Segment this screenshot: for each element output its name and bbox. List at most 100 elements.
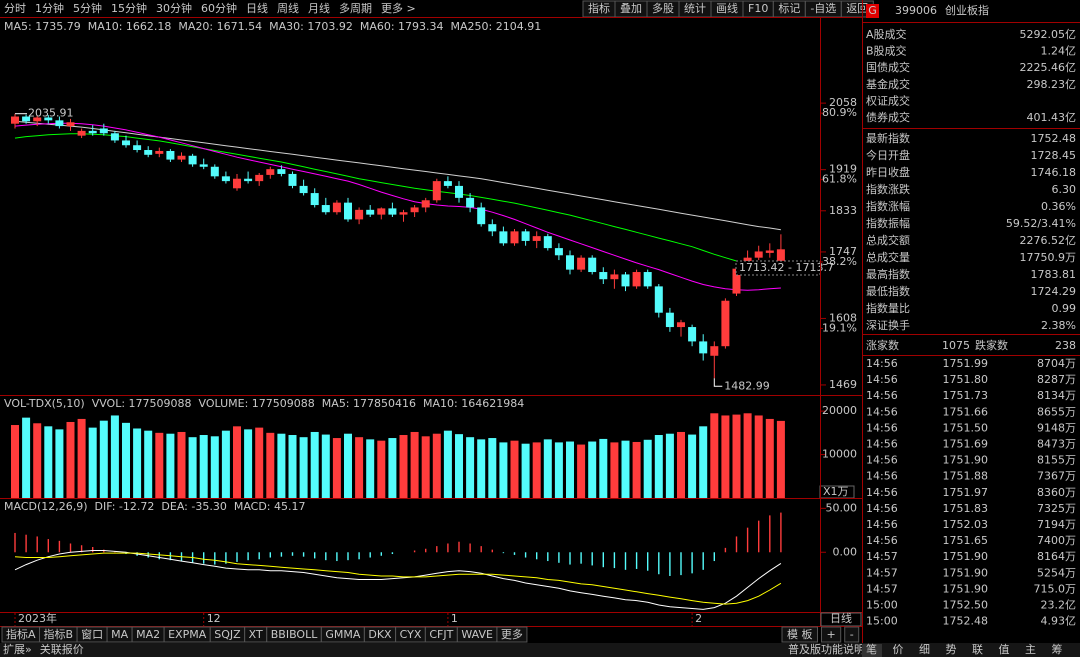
axis-tick-label: 50.00 bbox=[826, 501, 858, 514]
status-link[interactable]: 扩展» bbox=[3, 642, 32, 656]
period-tab[interactable]: 分时 bbox=[4, 2, 26, 15]
template-button[interactable] bbox=[844, 626, 860, 643]
volume-bar bbox=[321, 434, 330, 498]
tick-time: 14:57 bbox=[866, 550, 898, 563]
stat-label: 指数涨跌 bbox=[866, 182, 910, 196]
volume-bar bbox=[44, 426, 53, 498]
tick-time: 14:56 bbox=[866, 454, 898, 467]
volume-bar bbox=[610, 442, 619, 498]
toolbar-button-label[interactable]: 叠加 bbox=[620, 2, 642, 15]
indicator-tab-label[interactable]: 更多 bbox=[501, 627, 523, 641]
template-button-label[interactable]: 模 板 bbox=[787, 627, 813, 641]
period-tab[interactable]: 30分钟 bbox=[156, 1, 192, 15]
status-button[interactable]: 联 bbox=[972, 643, 983, 656]
stat-value: 1746.18 bbox=[1031, 166, 1077, 179]
status-button[interactable]: 值 bbox=[999, 643, 1010, 656]
indicator-tab-label[interactable]: 窗口 bbox=[81, 627, 103, 641]
legend-entry: MA30: 1703.92 bbox=[269, 20, 353, 33]
candle-body bbox=[421, 200, 430, 208]
tick-price: 1751.65 bbox=[943, 534, 989, 547]
indicator-tab-label[interactable]: MA bbox=[111, 628, 128, 641]
period-tab[interactable]: 1分钟 bbox=[35, 1, 64, 15]
status-button[interactable]: 筹 bbox=[1052, 642, 1063, 656]
status-button[interactable]: 价 bbox=[893, 643, 904, 656]
time-label: 1 bbox=[451, 612, 458, 625]
toolbar-button-label[interactable]: 标记 bbox=[778, 1, 800, 15]
tick-time: 14:56 bbox=[866, 373, 898, 386]
tick-volume: 8134万 bbox=[1037, 389, 1076, 402]
toolbar-button-label[interactable]: 多股 bbox=[652, 1, 674, 15]
template-button[interactable] bbox=[821, 626, 842, 643]
indicator-tab-label[interactable]: MA2 bbox=[136, 628, 160, 641]
toolbar-button-label[interactable]: 统计 bbox=[684, 2, 706, 15]
indicator-tab-label[interactable]: EXPMA bbox=[168, 628, 207, 641]
indicator-tab-label[interactable]: CYX bbox=[400, 628, 422, 641]
badge: G bbox=[868, 4, 877, 17]
indicator-tab-label[interactable]: SQJZ bbox=[214, 628, 241, 641]
stat-label: 深证换手 bbox=[866, 318, 910, 332]
tick-price: 1752.48 bbox=[943, 615, 989, 628]
template-button-label[interactable]: - bbox=[850, 628, 854, 641]
stat-value: 0.99 bbox=[1052, 302, 1077, 315]
status-button[interactable]: 细 bbox=[919, 643, 930, 656]
status-title[interactable]: 普及版功能说明 bbox=[788, 642, 865, 656]
period-tab[interactable]: 月线 bbox=[308, 1, 330, 15]
status-button[interactable]: 主 bbox=[1025, 643, 1036, 656]
period-tab[interactable]: 60分钟 bbox=[201, 1, 237, 15]
period-tab[interactable]: 周线 bbox=[277, 1, 299, 15]
period-tab[interactable]: 多周期 bbox=[339, 1, 372, 15]
candle-body bbox=[188, 155, 197, 165]
stat-label: 今日开盘 bbox=[866, 148, 910, 162]
indicator-line bbox=[14, 122, 781, 291]
tick-price: 1751.73 bbox=[943, 389, 989, 402]
stat-label: 指数振幅 bbox=[866, 216, 910, 230]
volume-bar bbox=[188, 437, 197, 498]
indicator-tab-label[interactable]: 指标A bbox=[6, 627, 36, 641]
period-tab[interactable]: 5分钟 bbox=[73, 1, 102, 15]
candle-body bbox=[310, 193, 319, 206]
toolbar-button-label[interactable]: 指标 bbox=[588, 1, 610, 15]
candle-body bbox=[632, 272, 641, 287]
stat-label: 昨日收盘 bbox=[866, 165, 910, 179]
legend-entry: DIF: -12.72 bbox=[95, 500, 155, 513]
indicator-tab-label[interactable]: 指标B bbox=[44, 627, 74, 641]
indicator-tab-label[interactable]: XT bbox=[249, 628, 263, 641]
candle-body bbox=[66, 122, 75, 127]
candle-body bbox=[210, 166, 219, 177]
time-label: 2023年 bbox=[18, 611, 57, 625]
tick-volume: 8155万 bbox=[1037, 454, 1076, 467]
legend-entry: VOL-TDX(5,10) bbox=[4, 397, 85, 410]
status-link[interactable]: 关联报价 bbox=[40, 642, 84, 656]
period-tab[interactable]: 日线 bbox=[246, 1, 268, 15]
toolbar-button-label[interactable]: 返回 bbox=[846, 2, 868, 15]
candle-body bbox=[610, 274, 619, 280]
volume-bar bbox=[743, 413, 752, 498]
toolbar-button-label[interactable]: 画线 bbox=[716, 1, 738, 15]
volume-bar bbox=[55, 429, 64, 498]
indicator-tab-label[interactable]: DKX bbox=[368, 628, 392, 641]
toolbar-button-label[interactable]: F10 bbox=[748, 2, 768, 15]
status-button[interactable]: 势 bbox=[946, 643, 957, 656]
indicator-tab[interactable] bbox=[496, 626, 528, 643]
indicator-tab-label[interactable]: CFJT bbox=[429, 628, 453, 641]
stat-label: 总成交量 bbox=[866, 250, 910, 264]
candle-body bbox=[532, 236, 541, 241]
status-button[interactable]: 笔 bbox=[866, 642, 877, 656]
breadth-value: 238 bbox=[1055, 339, 1076, 352]
template-button-label[interactable]: + bbox=[827, 628, 836, 641]
tick-volume: 7400万 bbox=[1037, 534, 1076, 547]
indicator-tab-label[interactable]: GMMA bbox=[325, 628, 361, 641]
toolbar-button-label[interactable]: -自选 bbox=[810, 2, 836, 15]
candle-body bbox=[443, 181, 452, 186]
template-button[interactable] bbox=[781, 626, 818, 643]
stat-label: 最新指数 bbox=[866, 131, 910, 145]
stat-label: 权证成交 bbox=[866, 93, 910, 107]
stat-value: 1728.45 bbox=[1031, 149, 1077, 162]
period-tab[interactable]: 更多 > bbox=[381, 1, 416, 15]
volume-bar bbox=[199, 435, 208, 498]
candle-body bbox=[11, 116, 19, 124]
indicator-tab-label[interactable]: WAVE bbox=[461, 628, 493, 641]
axis-tick-label: 1608 bbox=[829, 311, 857, 324]
period-tab[interactable]: 15分钟 bbox=[111, 1, 147, 15]
indicator-tab-label[interactable]: BBIBOLL bbox=[271, 628, 318, 641]
